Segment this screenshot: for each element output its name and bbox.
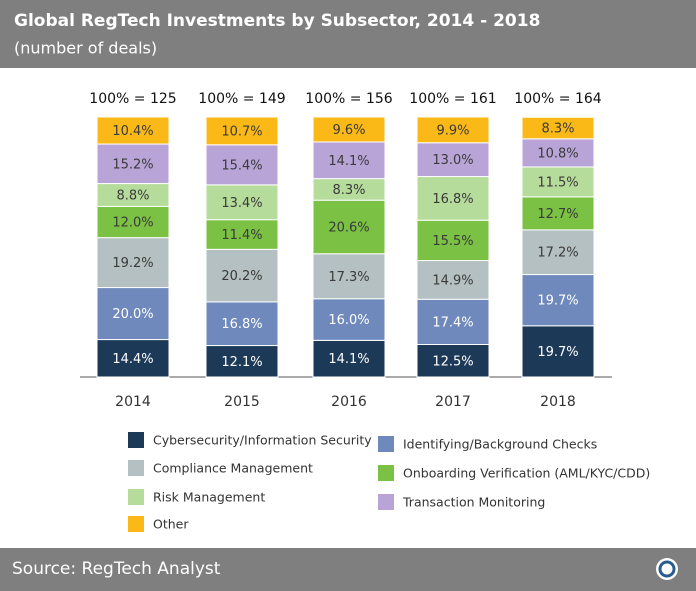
total-label: 100% = 125 [89,91,176,107]
legend-swatch [378,465,394,481]
bar-segment [521,196,595,231]
value-label: 8.8% [116,189,149,204]
value-label: 12.1% [221,355,262,370]
value-label: 13.0% [432,153,473,168]
bar-segment [521,166,595,198]
bar-segment [312,199,386,255]
value-label: 10.4% [112,124,153,139]
bar-segment [521,138,595,168]
value-label: 19.2% [112,256,153,271]
value-label: 17.2% [537,246,578,261]
bar-segment [205,219,279,250]
value-label: 16.8% [221,317,262,332]
bar-segment [312,253,386,300]
value-label: 19.7% [537,345,578,360]
value-label: 13.4% [221,196,262,211]
value-label: 9.6% [332,123,365,138]
bar-segment [205,345,279,378]
value-label: 14.4% [112,352,153,367]
total-label: 100% = 164 [514,91,601,107]
bar-segment [96,237,170,289]
header-band [0,0,696,68]
value-label: 10.7% [221,124,262,139]
value-label: 12.5% [432,354,473,369]
value-label: 11.4% [221,228,262,243]
value-label: 11.5% [537,175,578,190]
legend-label: Risk Management [153,490,265,505]
bar-segment [521,229,595,276]
value-label: 17.3% [328,270,369,285]
value-label: 20.0% [112,307,153,322]
total-label: 100% = 149 [198,91,285,107]
footer-band [0,548,696,591]
bar-segment [205,116,279,146]
bar-segment [205,248,279,303]
value-label: 8.3% [332,183,365,198]
bar-segment [205,144,279,186]
bar-segment [416,116,490,144]
source: Source: RegTech Analyst [12,559,221,579]
x-tick-label: 2014 [115,394,151,410]
x-tick-label: 2018 [540,394,576,410]
legend-swatch [128,489,144,505]
x-tick-label: 2015 [224,394,260,410]
legend-label: Cybersecurity/Information Security [153,433,372,448]
legend-label: Transaction Monitoring [402,495,545,510]
value-label: 17.4% [432,315,473,330]
value-label: 14.1% [328,352,369,367]
value-label: 15.2% [112,157,153,172]
bar-segment [312,339,386,378]
value-label: 15.5% [432,234,473,249]
legend-swatch [378,436,394,452]
legend-label: Other [153,517,189,532]
value-label: 12.7% [537,207,578,222]
value-label: 9.9% [436,123,469,138]
bar-segment [416,219,490,262]
value-label: 16.8% [432,192,473,207]
value-label: 14.9% [432,273,473,288]
logo-ring [658,560,676,578]
value-label: 8.3% [541,122,574,137]
value-label: 12.0% [112,216,153,231]
total-label: 100% = 156 [305,91,392,107]
bar-segment [416,142,490,178]
value-label: 19.7% [537,294,578,309]
value-label: 15.4% [221,158,262,173]
legend-swatch [128,460,144,476]
value-label: 16.0% [328,313,369,328]
bar-segment [312,298,386,341]
bar-segment [96,116,170,145]
x-tick-label: 2017 [435,394,471,410]
chart-title: Global RegTech Investments by Subsector,… [14,11,540,31]
chart-subtitle: (number of deals) [14,39,157,58]
bar-segment [521,116,595,140]
legend-label: Compliance Management [153,461,313,476]
bar-segment [205,301,279,347]
bar-segment [312,116,386,143]
bar-segment [521,274,595,327]
legend-swatch [128,516,144,532]
x-tick-label: 2016 [331,394,367,410]
value-label: 14.1% [328,154,369,169]
total-label: 100% = 161 [409,91,496,107]
value-label: 20.6% [328,220,369,235]
bar-segment [96,143,170,185]
bar-segment [416,298,490,346]
value-label: 10.8% [537,146,578,161]
value-label: 20.2% [221,269,262,284]
bar-segment [96,287,170,341]
legend-label: Identifying/Background Checks [403,437,597,452]
legend-label: Onboarding Verification (AML/KYC/CDD) [403,466,650,481]
legend-swatch [378,494,394,510]
bar-segment [96,205,170,239]
legend-swatch [128,432,144,448]
